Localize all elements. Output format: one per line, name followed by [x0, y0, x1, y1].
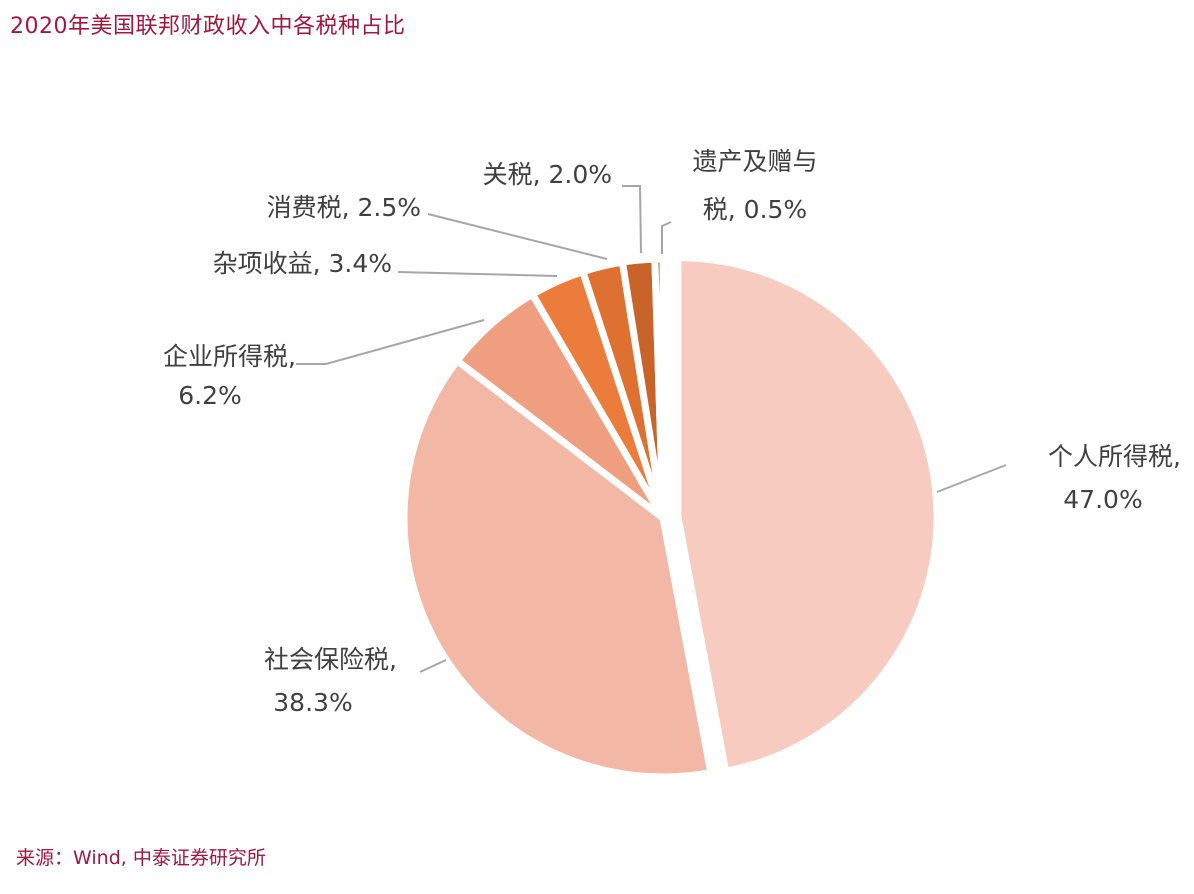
- leader-line: [427, 213, 608, 260]
- leader-line: [661, 221, 672, 254]
- leader-line: [936, 464, 1007, 493]
- leader-line: [419, 659, 447, 673]
- pie-slice: [651, 255, 667, 522]
- leader-line: [622, 185, 642, 254]
- leader-lines: [296, 185, 1007, 673]
- slice-label: 38.3%: [273, 688, 352, 717]
- pie-slices: [400, 254, 941, 781]
- slice-label: 47.0%: [1063, 485, 1142, 514]
- slice-label: 消费税, 2.5%: [267, 193, 421, 222]
- slice-label: 个人所得税,: [1048, 442, 1181, 471]
- pie-slice: [674, 254, 941, 775]
- slice-label: 关税, 2.0%: [483, 160, 612, 189]
- source-note: 来源：Wind, 中泰证券研究所: [16, 847, 266, 869]
- chart-title: 2020年美国联邦财政收入中各税种占比: [10, 14, 406, 39]
- slice-label: 企业所得税,: [163, 342, 296, 371]
- slice-label: 6.2%: [178, 381, 242, 410]
- slice-label: 遗产及赠与: [692, 147, 817, 176]
- slice-label: 社会保险税,: [264, 645, 397, 674]
- slice-label: 税, 0.5%: [703, 195, 807, 224]
- slice-labels: 个人所得税, 47.0% 社会保险税, 38.3% 企业所得税, 6.2% 杂项收益, 3.…: [163, 147, 1181, 717]
- leader-line: [296, 319, 485, 365]
- slice-label: 杂项收益, 3.4%: [213, 249, 392, 278]
- leader-line: [397, 271, 558, 277]
- pie-slice: [400, 357, 715, 781]
